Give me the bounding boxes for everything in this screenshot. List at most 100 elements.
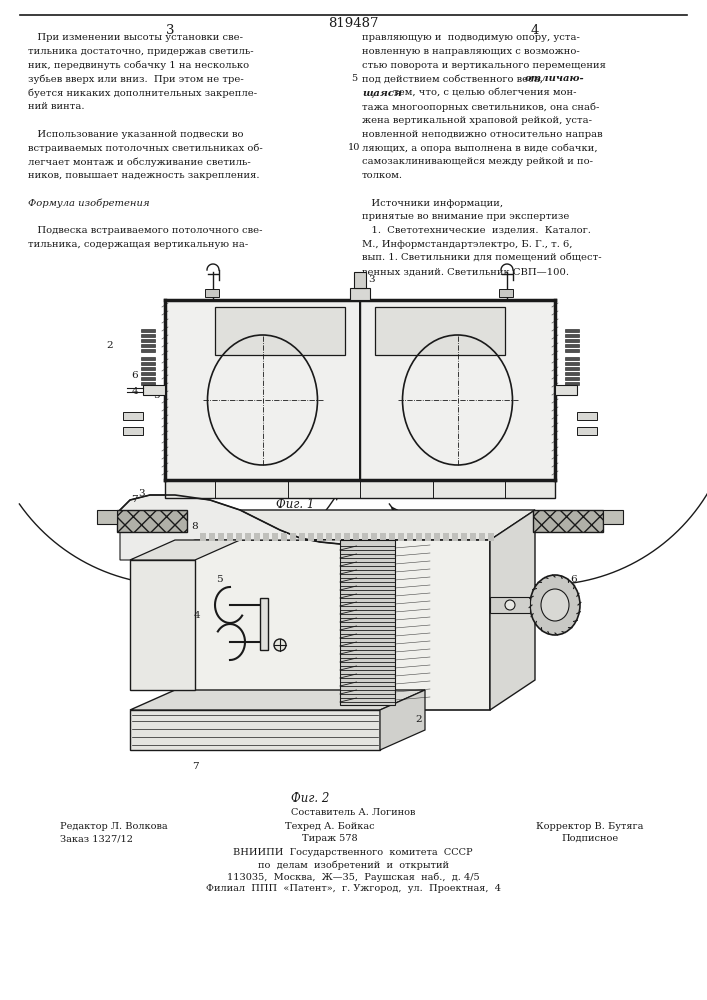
Polygon shape [130,560,195,690]
Polygon shape [490,510,535,710]
Text: Использование указанной подвески во: Использование указанной подвески во [28,130,243,139]
Text: самозаклинивающейся между рейкой и по-: самозаклинивающейся между рейкой и по- [362,157,593,166]
Text: Техред А. Бойкас: Техред А. Бойкас [285,822,375,831]
Bar [533,510,603,532]
Polygon shape [130,690,425,710]
Text: При изменении высоты установки све-: При изменении высоты установки све- [28,33,243,42]
Bar [245,533,251,541]
Text: новленной неподвижно относительно направ: новленной неподвижно относительно направ [362,130,602,139]
Text: ний винта.: ний винта. [28,102,85,111]
Bar [141,344,155,347]
Bar [479,533,485,541]
Bar [555,385,577,395]
Text: 3: 3 [139,489,146,498]
Bar [470,533,476,541]
Bar [461,533,467,541]
Bar [360,300,555,480]
Text: новленную в направляющих с возможно-: новленную в направляющих с возможно- [362,47,580,56]
Text: стью поворота и вертикального перемещения: стью поворота и вертикального перемещени… [362,61,606,70]
Text: тильника, содержащая вертикальную на-: тильника, содержащая вертикальную на- [28,240,248,249]
Bar [97,510,117,524]
Bar [141,381,155,385]
Bar [165,480,555,498]
Bar [260,598,268,650]
Text: 10: 10 [348,143,360,152]
Bar [340,540,395,705]
Bar [143,385,165,395]
Bar [565,366,579,370]
Bar [165,300,360,480]
Bar [565,361,579,365]
Bar [141,361,155,365]
Text: 6: 6 [132,370,138,379]
Text: 5: 5 [351,74,357,83]
Bar [354,272,366,288]
Text: 4: 4 [132,387,138,396]
Ellipse shape [530,575,580,635]
Bar [141,334,155,337]
Text: 3: 3 [165,24,174,37]
Bar [326,533,332,541]
Bar [141,338,155,342]
Bar [490,597,530,613]
Text: 2: 2 [415,715,421,724]
Bar [565,334,579,337]
Bar [565,357,579,360]
Bar [443,533,449,541]
Bar [353,533,359,541]
Bar [425,533,431,541]
Text: 1.  Светотехнические  изделия.  Каталог.: 1. Светотехнические изделия. Каталог. [362,226,591,235]
Polygon shape [130,540,240,560]
Text: буется никаких дополнительных закрепле-: буется никаких дополнительных закрепле- [28,88,257,98]
Text: Источники информации,: Источники информации, [362,199,503,208]
Bar [452,533,458,541]
Text: ляющих, а опора выполнена в виде собачки,: ляющих, а опора выполнена в виде собачки… [362,143,597,153]
Text: 4: 4 [194,610,200,619]
Text: тажа многоопорных светильников, она снаб-: тажа многоопорных светильников, она снаб… [362,102,600,111]
Bar [344,533,350,541]
Text: ник, передвинуть собачку 1 на несколько: ник, передвинуть собачку 1 на несколько [28,61,249,70]
Bar [335,533,341,541]
Text: правляющую и  подводимую опору, уста-: правляющую и подводимую опору, уста- [362,33,580,42]
Bar [565,371,579,375]
Text: 3: 3 [368,275,375,284]
Text: толком.: толком. [362,171,403,180]
Bar [371,533,377,541]
Text: принятые во внимание при экспертизе: принятые во внимание при экспертизе [362,212,569,221]
Bar [308,533,314,541]
Bar [375,307,505,355]
Bar [577,412,597,420]
Polygon shape [380,690,425,750]
Bar [577,427,597,435]
Bar [398,533,404,541]
Text: тем, что, с целью облегчения мон-: тем, что, с целью облегчения мон- [390,88,576,97]
Bar [123,427,143,435]
Text: 7: 7 [192,762,198,771]
Bar [416,533,422,541]
Text: 819487: 819487 [328,17,378,30]
Text: 8: 8 [192,522,198,531]
Text: Заказ 1327/12: Заказ 1327/12 [60,834,133,843]
Text: 5: 5 [153,390,160,399]
Bar [272,533,278,541]
Text: Корректор В. Бутяга: Корректор В. Бутяга [537,822,643,831]
Bar [215,307,345,355]
Bar [407,533,413,541]
Bar [434,533,440,541]
Polygon shape [130,710,380,750]
Ellipse shape [274,639,286,651]
Bar [488,533,494,541]
Bar [209,533,215,541]
Text: под действием собственного веса,: под действием собственного веса, [362,74,546,83]
Bar [499,289,513,297]
Text: 7: 7 [132,495,138,504]
Text: Фиг. 2: Фиг. 2 [291,792,329,805]
Bar [205,289,219,297]
Text: ников, повышает надежность закрепления.: ников, повышает надежность закрепления. [28,171,259,180]
Text: отличаю-: отличаю- [525,74,585,83]
Bar [141,366,155,370]
Text: тильника достаточно, придержав светиль-: тильника достаточно, придержав светиль- [28,47,254,56]
Text: Фиг. 1: Фиг. 1 [276,498,314,511]
Bar [565,328,579,332]
Bar [254,533,260,541]
